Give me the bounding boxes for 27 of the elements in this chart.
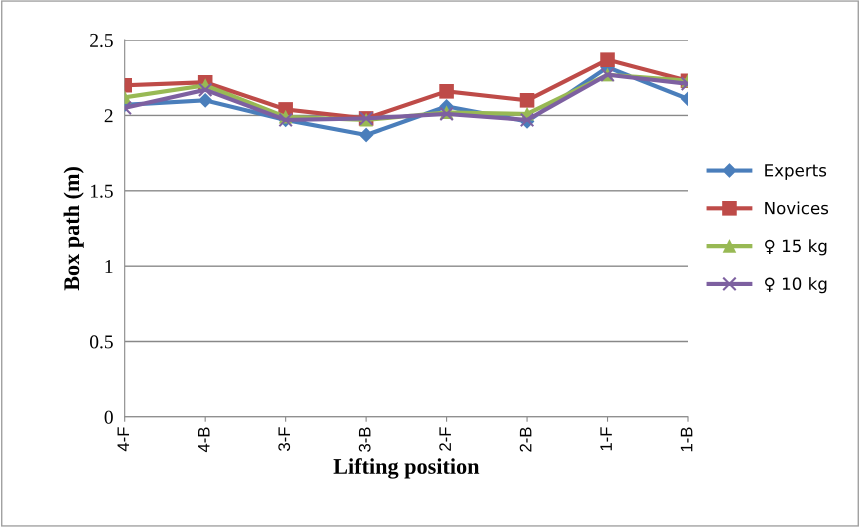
point [439, 106, 454, 122]
point [198, 82, 212, 98]
y-tick-label: 2.5 [90, 34, 113, 48]
legend-label: Experts [765, 164, 826, 180]
x-tick-label: 1-B [680, 427, 692, 452]
x-tick-label: 3-F [278, 427, 290, 451]
y-tick-label: 0 [104, 410, 113, 424]
y-axis-title: Box path (m) [64, 167, 84, 290]
point [439, 84, 454, 99]
y-tick-label: 0.5 [90, 335, 113, 349]
point [520, 93, 534, 108]
legend-label: Novices [765, 201, 828, 214]
y-tick-label: 1.5 [90, 184, 113, 198]
y-tick-label: 1 [106, 260, 112, 273]
x-tick-label: 2-F [439, 427, 451, 451]
x-tick-label: 3-B [358, 427, 371, 452]
x-tick-label: 2-B [520, 427, 532, 452]
x-tick-label: 4-B [198, 427, 210, 452]
legend-label: ♀ 15 kg [765, 239, 826, 256]
point [198, 93, 212, 108]
x-tick-label: 4-F [118, 427, 130, 452]
x-tick-label: 1-F [600, 427, 612, 450]
point [600, 52, 615, 67]
point [358, 128, 374, 142]
x-axis-title: Lifting position [334, 458, 480, 479]
y-tick-label: 2 [104, 109, 113, 122]
legend-label: ♀ 10 kg [765, 277, 826, 294]
